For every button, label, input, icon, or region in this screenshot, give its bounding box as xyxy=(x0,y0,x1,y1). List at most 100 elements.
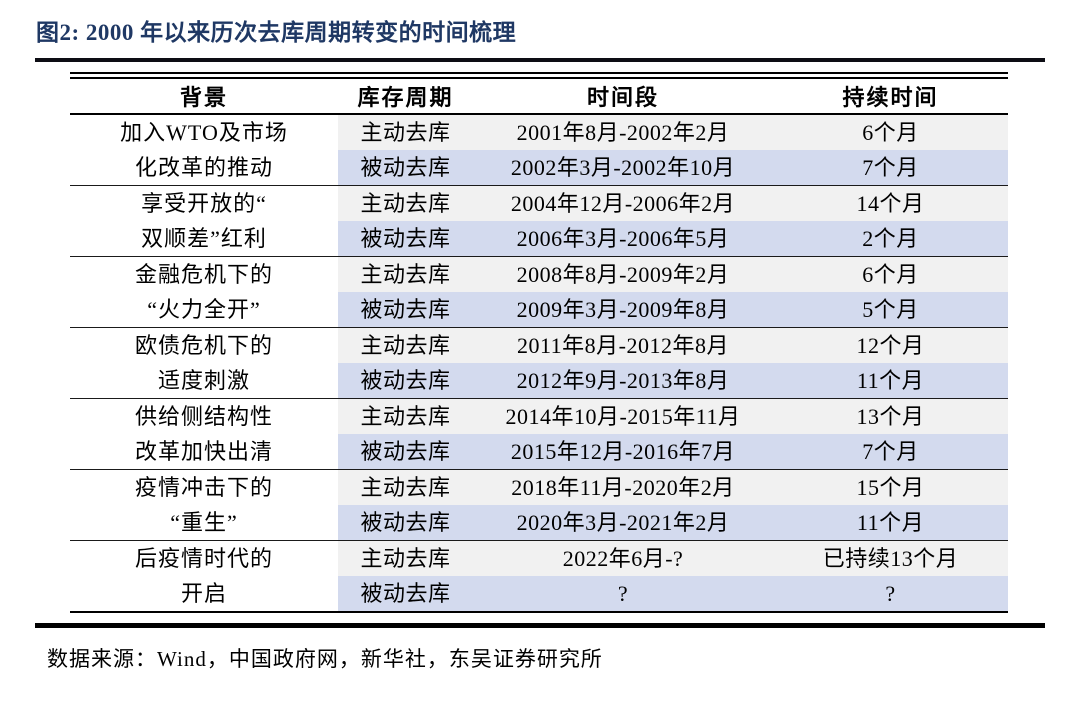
cycle-cell: 主动去库 xyxy=(360,262,451,287)
table-group-wto: 加入WTO及市场 化改革的推动 主动去库 2001年8月-2002年2月 6个月… xyxy=(70,115,1008,186)
background-label-line: 化改革的推动 xyxy=(134,155,273,180)
table-row: 被动去库 2009年3月-2009年8月 5个月 xyxy=(338,292,1008,327)
cycle-cell: 主动去库 xyxy=(360,191,451,216)
background-label-line: 金融危机下的 xyxy=(134,262,273,287)
table-row: 被动去库 2012年9月-2013年8月 11个月 xyxy=(338,363,1008,398)
duration-cell: 11个月 xyxy=(856,510,925,535)
group-rows: 主动去库 2008年8月-2009年2月 6个月 被动去库 2009年3月-20… xyxy=(338,257,1008,327)
report-figure: 图2: 2000 年以来历次去库周期转变的时间梳理 背景 库存周期 时间段 持续… xyxy=(0,18,1080,673)
group-rows: 主动去库 2001年8月-2002年2月 6个月 被动去库 2002年3月-20… xyxy=(338,115,1008,185)
table-row: 主动去库 2014年10月-2015年11月 13个月 xyxy=(338,399,1008,434)
cycle-cell: 被动去库 xyxy=(360,510,451,535)
table-top-double-rule xyxy=(70,72,1008,79)
table-row: 被动去库 2006年3月-2006年5月 2个月 xyxy=(338,221,1008,256)
period-cell: 2015年12月-2016年7月 xyxy=(510,439,736,464)
destock-cycle-table: 背景 库存周期 时间段 持续时间 加入WTO及市场 化改革的推动 主动去库 20… xyxy=(70,72,1008,613)
duration-cell: 14个月 xyxy=(856,191,925,216)
table-group-pandemic-rebirth: 疫情冲击下的 “重生” 主动去库 2018年11月-2020年2月 15个月 被… xyxy=(70,470,1008,541)
table-row: 被动去库 2002年3月-2002年10月 7个月 xyxy=(338,150,1008,185)
duration-cell: 15个月 xyxy=(856,475,925,500)
table-group-post-pandemic: 后疫情时代的 开启 主动去库 2022年6月-? 已持续13个月 被动去库 ? … xyxy=(70,541,1008,613)
header-duration: 持续时间 xyxy=(842,85,939,110)
group-rows: 主动去库 2018年11月-2020年2月 15个月 被动去库 2020年3月-… xyxy=(338,470,1008,540)
table-row: 主动去库 2022年6月-? 已持续13个月 xyxy=(338,541,1008,576)
period-cell: 2002年3月-2002年10月 xyxy=(510,155,736,180)
duration-cell: 5个月 xyxy=(862,297,919,322)
background-cell: 后疫情时代的 开启 xyxy=(70,541,338,611)
background-cell: 供给侧结构性 改革加快出清 xyxy=(70,399,338,469)
background-label-line: 改革加快出清 xyxy=(134,439,273,464)
duration-cell: 11个月 xyxy=(856,368,925,393)
table-group-euro-debt-crisis: 欧债危机下的 适度刺激 主动去库 2011年8月-2012年8月 12个月 被动… xyxy=(70,328,1008,399)
background-label-line: 开启 xyxy=(180,581,227,606)
figure-title: 图2: 2000 年以来历次去库周期转变的时间梳理 xyxy=(36,20,517,45)
title-rule xyxy=(35,58,1045,62)
period-cell: 2001年8月-2002年2月 xyxy=(516,120,730,145)
table-row: 被动去库 2015年12月-2016年7月 7个月 xyxy=(338,434,1008,469)
table-group-supply-side-reform: 供给侧结构性 改革加快出清 主动去库 2014年10月-2015年11月 13个… xyxy=(70,399,1008,470)
duration-cell: ? xyxy=(885,581,896,606)
period-cell: 2014年10月-2015年11月 xyxy=(505,404,741,429)
duration-cell: 已持续13个月 xyxy=(822,546,959,571)
duration-cell: 2个月 xyxy=(862,226,919,251)
figure-bottom-rule xyxy=(35,623,1045,628)
background-cell: 享受开放的“ 双顺差”红利 xyxy=(70,186,338,256)
table-row: 主动去库 2001年8月-2002年2月 6个月 xyxy=(338,115,1008,150)
header-time-period: 时间段 xyxy=(586,85,659,110)
group-rows: 主动去库 2022年6月-? 已持续13个月 被动去库 ? ? xyxy=(338,541,1008,611)
source-note: 数据来源：Wind，中国政府网，新华社，东吴证券研究所 xyxy=(47,647,603,671)
cycle-cell: 主动去库 xyxy=(360,120,451,145)
background-cell: 疫情冲击下的 “重生” xyxy=(70,470,338,540)
duration-cell: 6个月 xyxy=(862,262,919,287)
background-label-line: 欧债危机下的 xyxy=(134,333,273,358)
table-row: 主动去库 2008年8月-2009年2月 6个月 xyxy=(338,257,1008,292)
duration-cell: 12个月 xyxy=(856,333,925,358)
table-group-financial-crisis: 金融危机下的 “火力全开” 主动去库 2008年8月-2009年2月 6个月 被… xyxy=(70,257,1008,328)
cycle-cell: 被动去库 xyxy=(360,297,451,322)
cycle-cell: 主动去库 xyxy=(360,404,451,429)
cycle-cell: 被动去库 xyxy=(360,439,451,464)
header-background: 背景 xyxy=(179,85,228,110)
background-label-line: 享受开放的“ xyxy=(141,191,267,216)
cycle-cell: 被动去库 xyxy=(360,581,451,606)
period-cell: 2004年12月-2006年2月 xyxy=(510,191,736,216)
duration-cell: 6个月 xyxy=(862,120,919,145)
period-cell: 2006年3月-2006年5月 xyxy=(516,226,730,251)
background-cell: 金融危机下的 “火力全开” xyxy=(70,257,338,327)
cycle-cell: 主动去库 xyxy=(360,475,451,500)
period-cell: 2020年3月-2021年2月 xyxy=(516,510,730,535)
cycle-cell: 被动去库 xyxy=(360,226,451,251)
background-label-line: “火力全开” xyxy=(147,297,261,322)
table-header-row: 背景 库存周期 时间段 持续时间 xyxy=(70,79,1008,115)
period-cell: ? xyxy=(617,581,629,606)
background-label-line: 适度刺激 xyxy=(157,368,250,393)
period-cell: 2022年6月-? xyxy=(562,546,684,571)
table-row: 主动去库 2004年12月-2006年2月 14个月 xyxy=(338,186,1008,221)
duration-cell: 13个月 xyxy=(856,404,925,429)
background-label-line: “重生” xyxy=(170,510,238,535)
period-cell: 2011年8月-2012年8月 xyxy=(516,333,729,358)
group-rows: 主动去库 2011年8月-2012年8月 12个月 被动去库 2012年9月-2… xyxy=(338,328,1008,398)
header-inventory-cycle: 库存周期 xyxy=(357,85,454,110)
background-label-line: 供给侧结构性 xyxy=(134,404,273,429)
group-rows: 主动去库 2004年12月-2006年2月 14个月 被动去库 2006年3月-… xyxy=(338,186,1008,256)
table-row: 主动去库 2018年11月-2020年2月 15个月 xyxy=(338,470,1008,505)
period-cell: 2018年11月-2020年2月 xyxy=(511,475,735,500)
background-label-line: 疫情冲击下的 xyxy=(134,475,273,500)
background-cell: 加入WTO及市场 化改革的推动 xyxy=(70,115,338,185)
period-cell: 2009年3月-2009年8月 xyxy=(516,297,730,322)
table-row: 主动去库 2011年8月-2012年8月 12个月 xyxy=(338,328,1008,363)
table-group-twin-surplus: 享受开放的“ 双顺差”红利 主动去库 2004年12月-2006年2月 14个月… xyxy=(70,186,1008,257)
cycle-cell: 被动去库 xyxy=(360,368,451,393)
period-cell: 2008年8月-2009年2月 xyxy=(516,262,730,287)
background-label-line: 加入WTO及市场 xyxy=(120,120,288,145)
background-label-line: 双顺差”红利 xyxy=(141,226,267,251)
background-cell: 欧债危机下的 适度刺激 xyxy=(70,328,338,398)
table-row: 被动去库 2020年3月-2021年2月 11个月 xyxy=(338,505,1008,540)
cycle-cell: 主动去库 xyxy=(360,333,451,358)
duration-cell: 7个月 xyxy=(862,155,919,180)
background-label-line: 后疫情时代的 xyxy=(134,546,273,571)
cycle-cell: 被动去库 xyxy=(360,155,451,180)
group-rows: 主动去库 2014年10月-2015年11月 13个月 被动去库 2015年12… xyxy=(338,399,1008,469)
period-cell: 2012年9月-2013年8月 xyxy=(516,368,730,393)
